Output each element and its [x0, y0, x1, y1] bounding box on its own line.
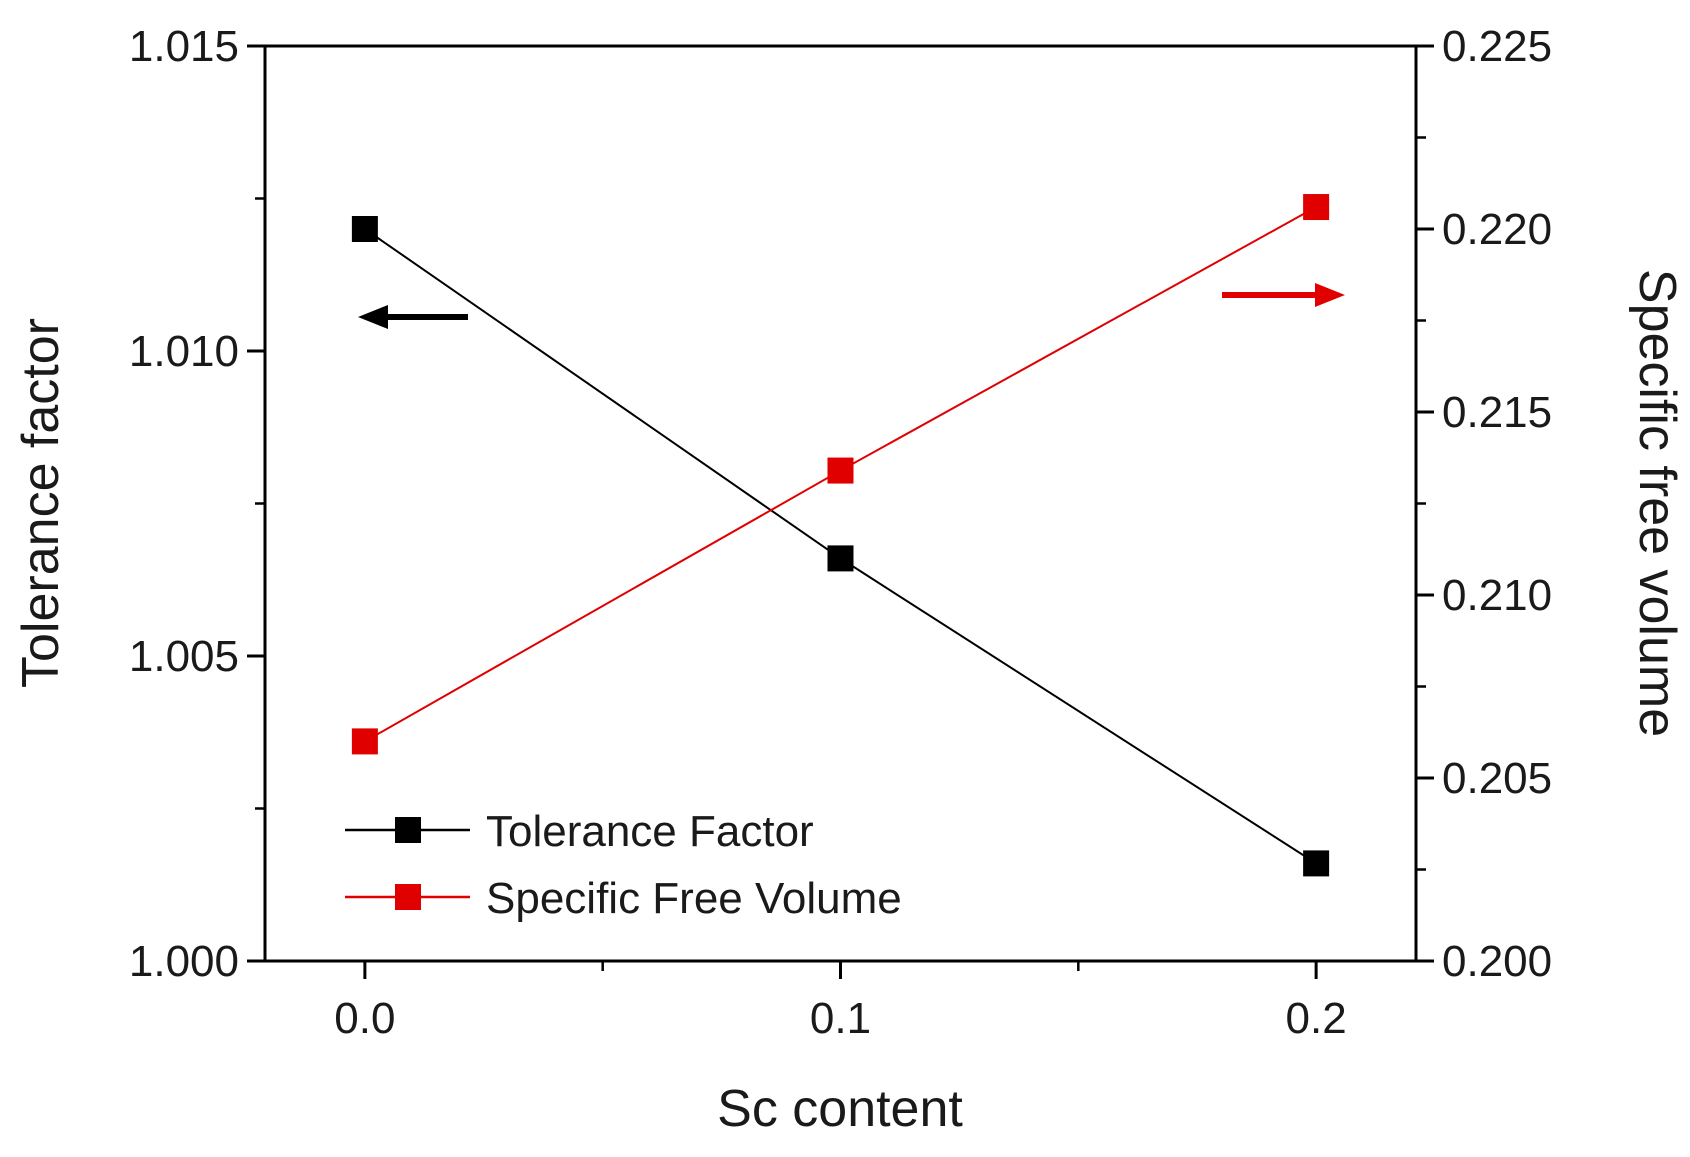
y-right-tick-label: 0.220 — [1442, 205, 1552, 254]
y-axis-left-label: Tolerance factor — [12, 318, 70, 688]
y-right-tick-label: 0.205 — [1442, 754, 1552, 803]
y-right-tick-label: 0.225 — [1442, 22, 1552, 71]
x-tick-label: 0.1 — [810, 994, 871, 1043]
y-right-tick-label: 0.200 — [1442, 937, 1552, 986]
arrow-left-head — [358, 305, 388, 329]
legend-label-specific-free-volume: Specific Free Volume — [486, 874, 902, 923]
y-left-tick-label: 1.000 — [129, 937, 239, 986]
annotation-layer — [358, 283, 1345, 329]
legend: Tolerance Factor Specific Free Volume — [345, 807, 902, 923]
data-point-tolerance-factor — [827, 545, 854, 572]
data-point-tolerance-factor — [1303, 850, 1330, 877]
data-point-specific-free-volume — [1303, 194, 1330, 221]
x-axis-label: Sc content — [717, 1080, 963, 1138]
data-point-specific-free-volume — [351, 728, 378, 755]
series-layer — [351, 194, 1330, 877]
ticks-layer: 1.000 1.005 1.010 1.015 0.200 0.205 0.210 0.215… — [129, 22, 1552, 1043]
legend-marker-tolerance-factor — [395, 817, 421, 843]
y-left-tick-label: 1.005 — [129, 632, 239, 681]
x-tick-label: 0.0 — [334, 994, 395, 1043]
y-left-tick-label: 1.010 — [129, 327, 239, 376]
data-point-specific-free-volume — [827, 457, 854, 484]
data-point-tolerance-factor — [351, 216, 378, 242]
y-right-tick-label: 0.215 — [1442, 388, 1552, 437]
plot-frame — [263, 44, 1418, 963]
legend-label-tolerance-factor: Tolerance Factor — [486, 807, 814, 856]
y-axis-right-label: Specific free volume — [1628, 269, 1686, 737]
legend-marker-specific-free-volume — [395, 884, 421, 910]
y-right-tick-label: 0.210 — [1442, 571, 1552, 620]
y-left-tick-label: 1.015 — [129, 22, 239, 71]
x-tick-label: 0.2 — [1286, 994, 1347, 1043]
arrow-right-head — [1315, 283, 1345, 307]
